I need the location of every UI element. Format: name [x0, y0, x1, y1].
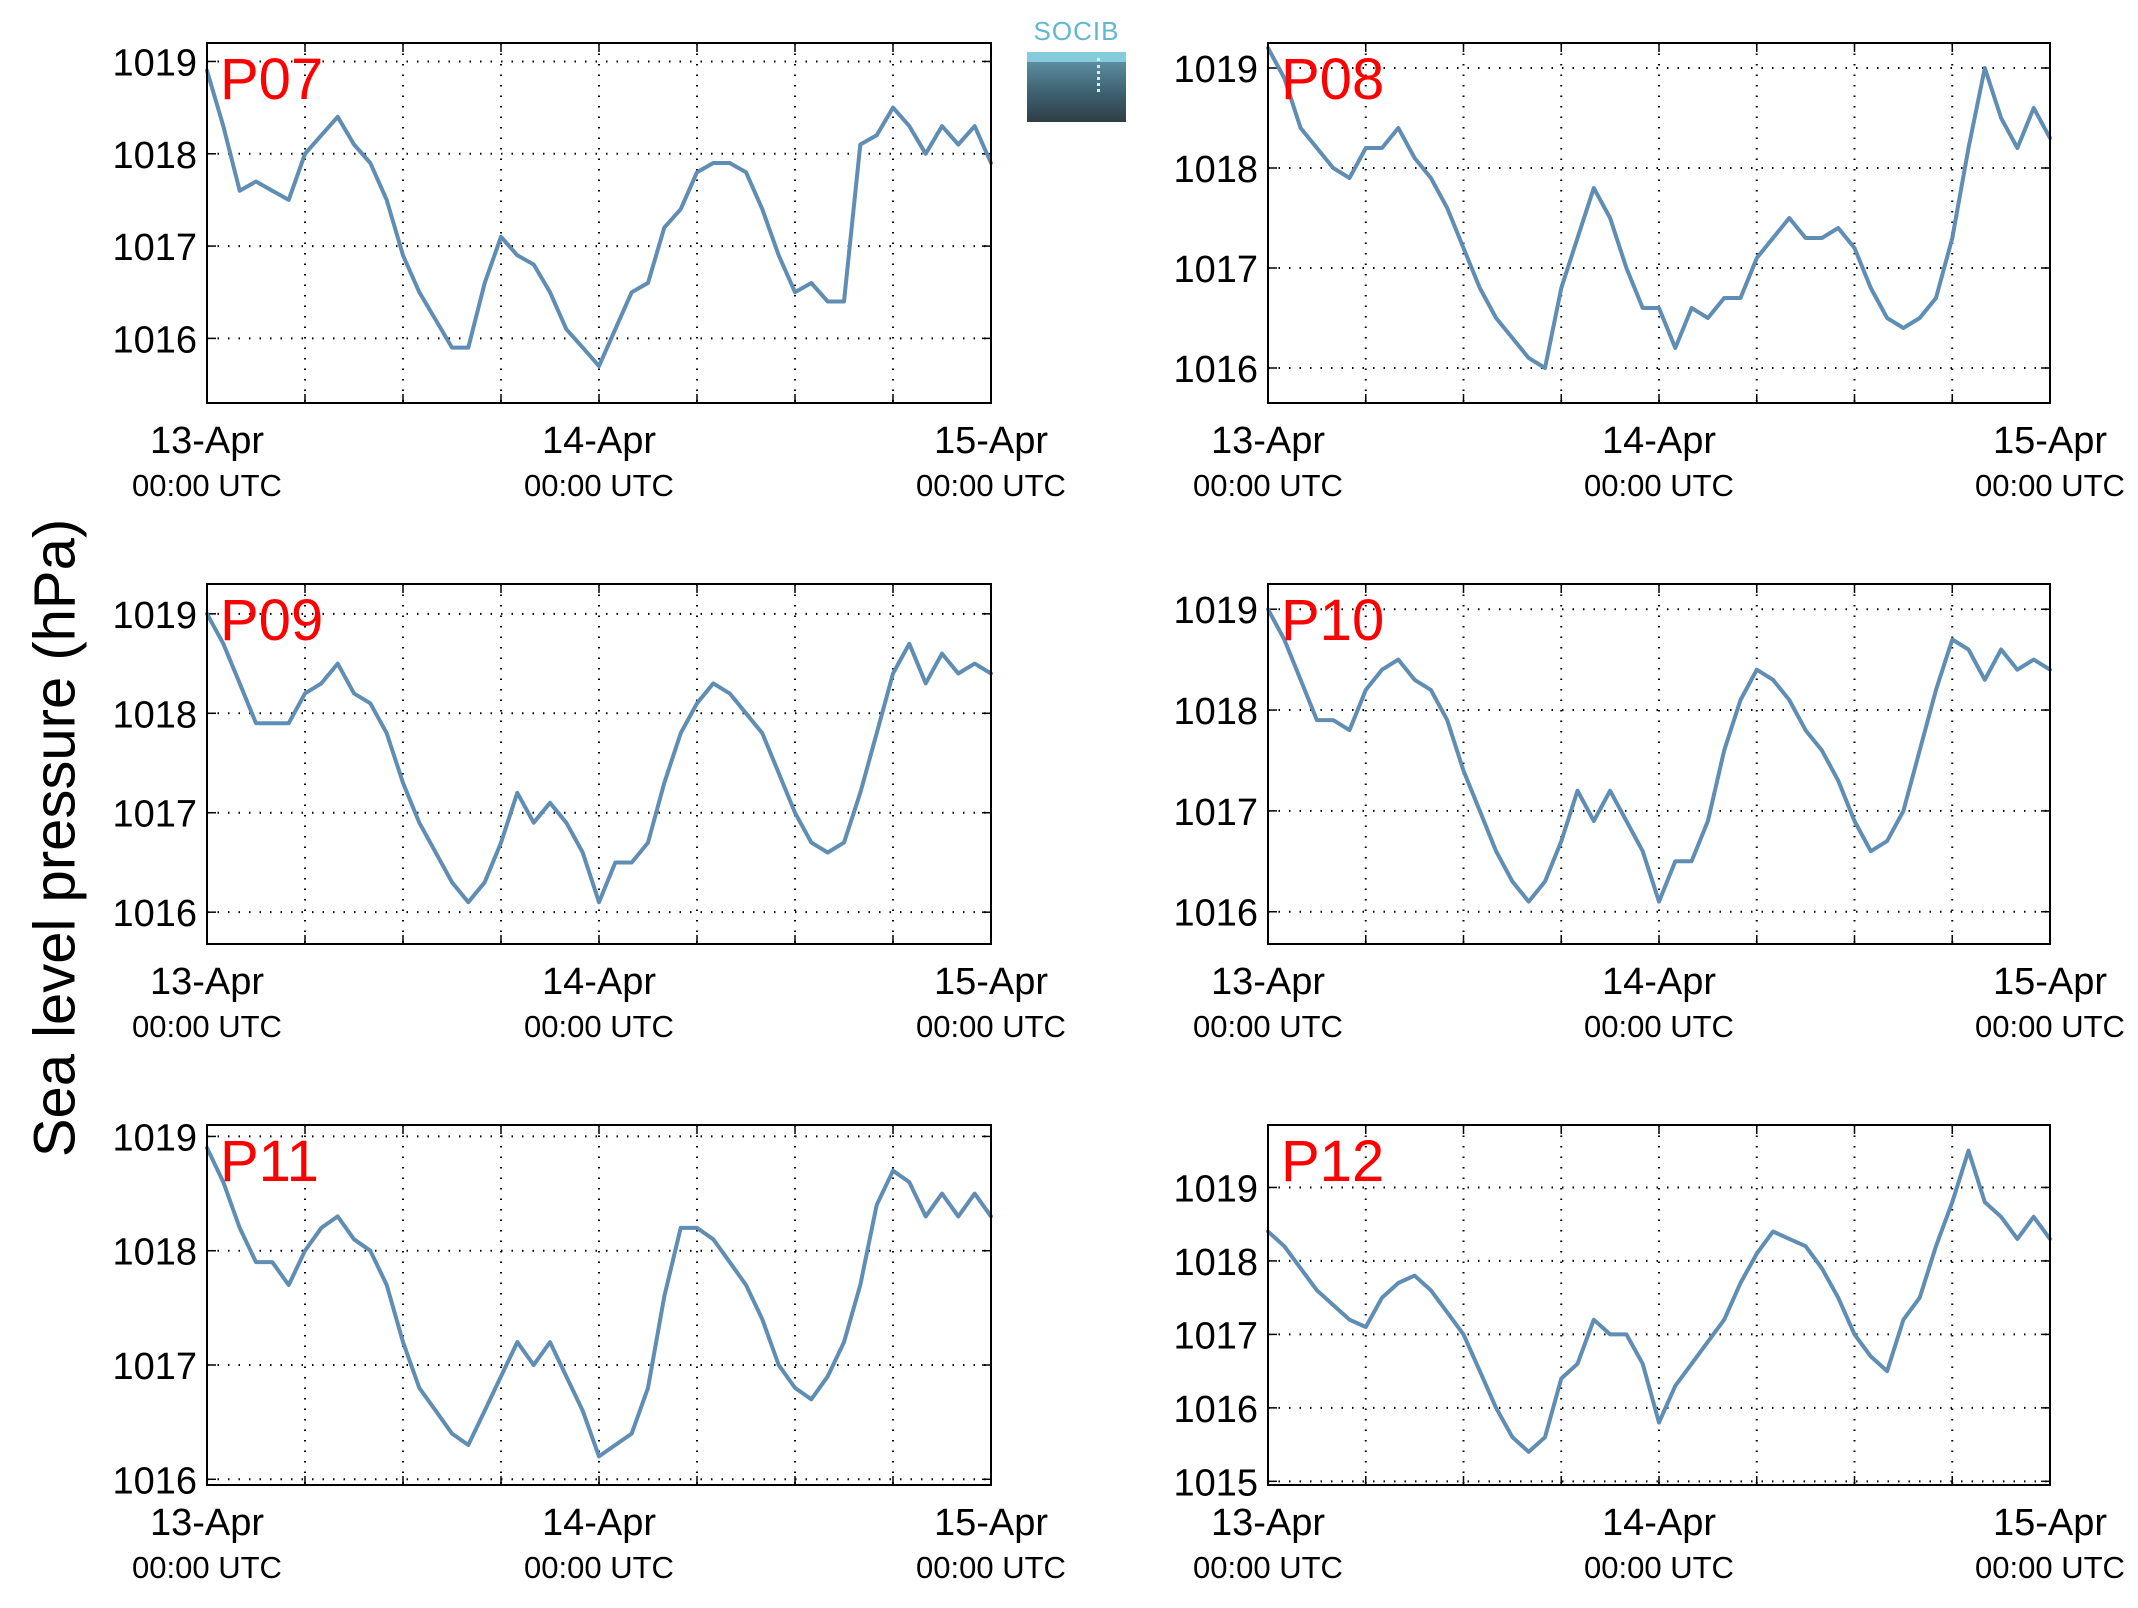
x-tick-time: 00:00 UTC: [916, 1550, 1066, 1585]
y-tick-label: 1017: [1173, 1315, 1258, 1357]
x-tick-date: 15-Apr: [934, 961, 1048, 1003]
y-tick-label: 1017: [112, 1346, 197, 1388]
y-tick-label: 1016: [112, 893, 197, 935]
x-tick-date: 13-Apr: [150, 1502, 264, 1544]
x-tick-time: 00:00 UTC: [1584, 1550, 1734, 1585]
plot-frame: [1267, 583, 2051, 945]
x-tick-time: 00:00 UTC: [1584, 468, 1734, 503]
panel-p10: 1016 1017 1018 1019 P10 13-Apr 00:00 UTC 14-Apr…: [1173, 583, 2125, 1044]
y-tick-label: 1018: [112, 135, 197, 177]
y-tick-label: 1019: [1173, 49, 1258, 91]
x-tick-date: 14-Apr: [542, 961, 656, 1003]
panel-p08: 1016 1017 1018 1019 P08 13-Apr 00:00 UTC 14-Apr…: [1173, 42, 2125, 503]
series-line-p08: [1266, 46, 2052, 370]
x-tick-time: 00:00 UTC: [132, 468, 282, 503]
panel-p07: 1016 1017 1018 1019 P07 13-Apr 00:00 UTC 14-Apr…: [112, 42, 1066, 503]
station-label: P12: [1281, 1129, 1384, 1194]
y-tick-label: 1017: [112, 227, 197, 269]
x-tick-date: 13-Apr: [1211, 420, 1325, 462]
station-label: P11: [220, 1129, 319, 1194]
y-tick-label: 1017: [1173, 792, 1258, 834]
y-tick-label: 1016: [1173, 349, 1258, 391]
socib-logo-image: [1027, 52, 1126, 122]
y-tick-label: 1019: [112, 1117, 197, 1159]
series-line-p09: [205, 611, 993, 905]
panel-p09: 1016 1017 1018 1019 P09 13-Apr 00:00 UTC 14-Apr…: [112, 583, 1066, 1044]
x-tick-date: 15-Apr: [934, 420, 1048, 462]
panel-p11: 1016 1017 1018 1019 P11 13-Apr 00:00 UTC 14-Apr…: [112, 1117, 1066, 1585]
plot-frame: [206, 1124, 992, 1486]
plot-frame: [1267, 1124, 2051, 1486]
x-tick-date: 13-Apr: [150, 420, 264, 462]
series-line-p11: [205, 1145, 993, 1459]
station-label: P10: [1281, 588, 1384, 653]
y-tick-label: 1019: [112, 42, 197, 84]
x-tick-date: 13-Apr: [1211, 1502, 1325, 1544]
y-tick-label: 1019: [1173, 590, 1258, 632]
x-tick-date: 14-Apr: [1602, 420, 1716, 462]
x-tick-date: 15-Apr: [1993, 961, 2107, 1003]
x-tick-date: 15-Apr: [1993, 420, 2107, 462]
y-tick-label: 1018: [112, 694, 197, 736]
x-tick-time: 00:00 UTC: [1975, 1550, 2125, 1585]
y-tick-label: 1017: [112, 794, 197, 836]
y-tick-label: 1015: [1173, 1462, 1258, 1504]
x-tick-time: 00:00 UTC: [524, 468, 674, 503]
y-tick-label: 1016: [112, 319, 197, 361]
x-tick-time: 00:00 UTC: [1975, 1009, 2125, 1044]
y-tick-label: 1016: [1173, 893, 1258, 935]
x-tick-time: 00:00 UTC: [132, 1550, 282, 1585]
y-tick-label: 1019: [112, 595, 197, 637]
y-axis-label-container: Sea level pressure (hPa): [20, 519, 90, 1157]
x-tick-time: 00:00 UTC: [132, 1009, 282, 1044]
y-tick-label: 1017: [1173, 249, 1258, 291]
series-line-p10: [1266, 607, 2052, 904]
station-label: P08: [1281, 47, 1384, 112]
station-label: P09: [220, 588, 323, 653]
x-tick-time: 00:00 UTC: [1193, 1009, 1343, 1044]
socib-logo-text: SOCIB: [1033, 16, 1120, 46]
y-tick-label: 1016: [112, 1460, 197, 1502]
socib-logo: SOCIB: [1027, 16, 1126, 122]
y-tick-label: 1019: [1173, 1168, 1258, 1210]
x-tick-date: 13-Apr: [150, 961, 264, 1003]
x-tick-time: 00:00 UTC: [916, 468, 1066, 503]
x-tick-time: 00:00 UTC: [1975, 468, 2125, 503]
x-tick-time: 00:00 UTC: [524, 1550, 674, 1585]
y-tick-label: 1016: [1173, 1389, 1258, 1431]
x-tick-date: 15-Apr: [934, 1502, 1048, 1544]
socib-logo-mast: [1097, 58, 1100, 92]
plot-frame: [206, 42, 992, 404]
x-tick-date: 14-Apr: [542, 420, 656, 462]
y-axis-label: Sea level pressure (hPa): [22, 518, 88, 1158]
x-tick-time: 00:00 UTC: [524, 1009, 674, 1044]
station-label: P07: [220, 47, 323, 112]
x-tick-date: 14-Apr: [1602, 961, 1716, 1003]
panel-p12: 1015 1016 1017 1018 1019 P12 13-Apr 00:00 UTC 14…: [1173, 1124, 2125, 1585]
x-tick-time: 00:00 UTC: [1193, 468, 1343, 503]
y-tick-label: 1018: [1173, 149, 1258, 191]
x-tick-date: 13-Apr: [1211, 961, 1325, 1003]
y-tick-label: 1018: [112, 1232, 197, 1274]
series-line-p12: [1266, 1148, 2052, 1454]
plot-frame: [206, 583, 992, 945]
x-tick-time: 00:00 UTC: [1193, 1550, 1343, 1585]
x-tick-date: 15-Apr: [1993, 1502, 2107, 1544]
plot-frame: [1267, 42, 2051, 404]
x-tick-time: 00:00 UTC: [1584, 1009, 1734, 1044]
series-line-p07: [205, 68, 993, 369]
x-tick-time: 00:00 UTC: [916, 1009, 1066, 1044]
x-tick-date: 14-Apr: [1602, 1502, 1716, 1544]
x-tick-date: 14-Apr: [542, 1502, 656, 1544]
y-tick-label: 1018: [1173, 691, 1258, 733]
y-tick-label: 1018: [1173, 1242, 1258, 1284]
